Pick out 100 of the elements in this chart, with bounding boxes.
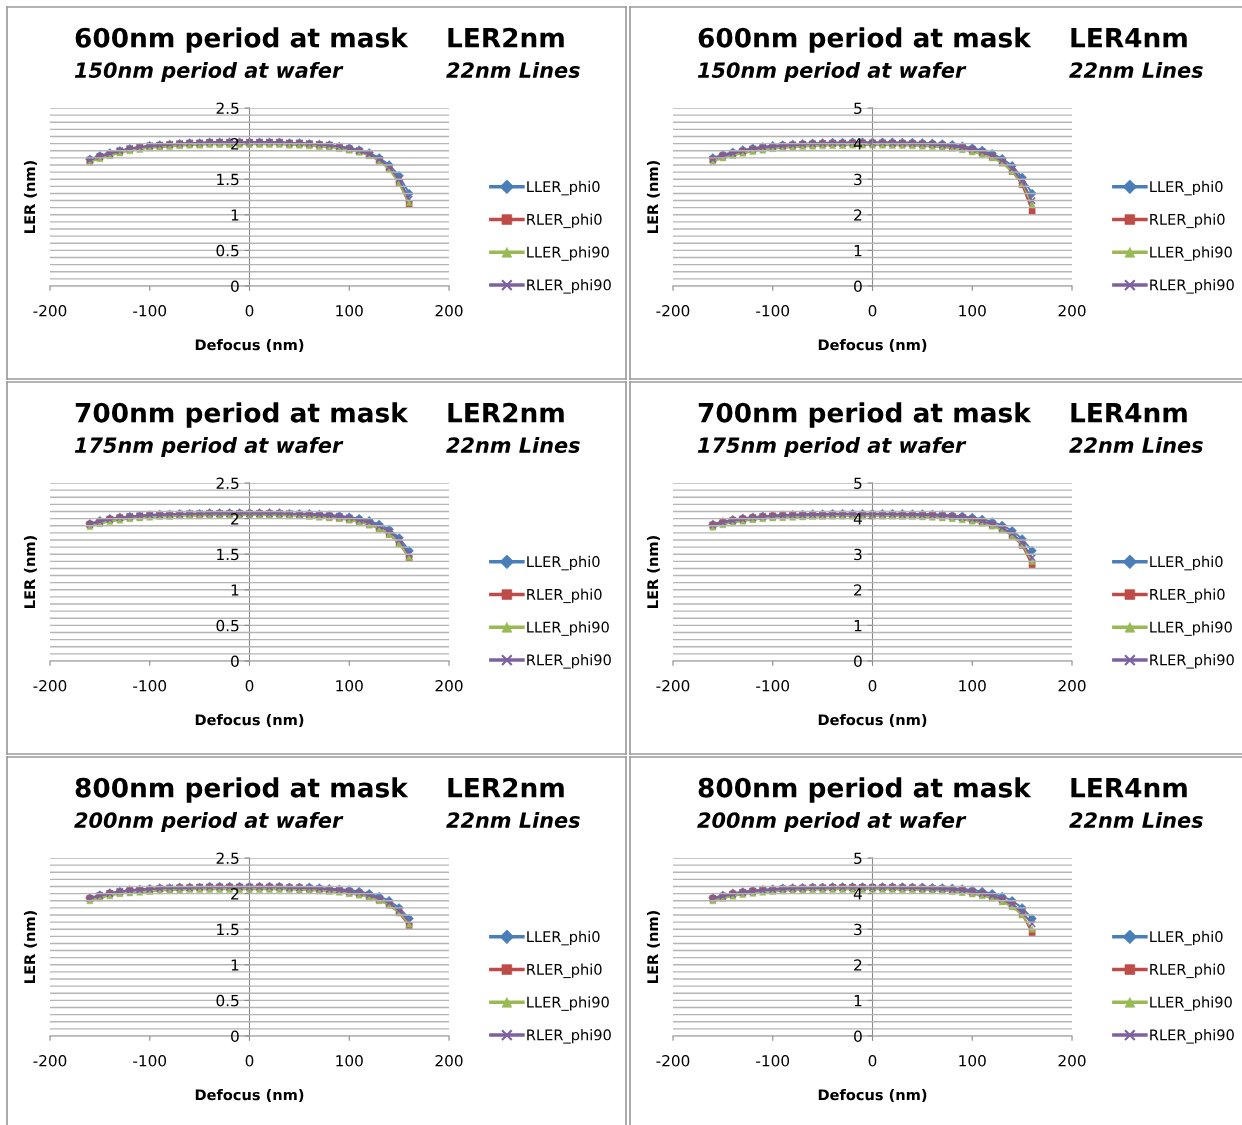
legend-label: RLER_phi0	[1150, 588, 1225, 604]
y-tick-label: 2	[854, 584, 862, 596]
x-tick-label: -100	[133, 1055, 167, 1067]
y-tick-label: 3	[854, 548, 862, 561]
legend-label: LLER_phi90	[527, 621, 609, 636]
x-axis-title: Defocus (nm)	[818, 338, 927, 352]
text: LER2nm	[448, 27, 564, 48]
legend-label: LLER_phi0	[527, 930, 600, 946]
y-tick-label: 0.5	[216, 619, 239, 632]
chart-subtitle: 200nm period at wafer	[74, 811, 344, 833]
y-tick-label: 1	[231, 209, 239, 221]
y-tick-label: 4	[853, 513, 862, 525]
x-axis-title: Defocus (nm)	[195, 338, 304, 352]
x-tick-label: 0	[868, 680, 877, 692]
y-tick-label: 1.5	[217, 173, 239, 186]
x-tick-label: 200	[1058, 305, 1086, 317]
x-tick-label: 0	[868, 1055, 877, 1067]
legend-label: RLER_phi90	[527, 654, 611, 669]
legend-label: RLER_phi90	[527, 1029, 611, 1044]
chart-title: 600nm period at mask	[698, 27, 1032, 53]
y-axis-title: LER (nm)	[23, 536, 37, 608]
x-tick-label: 0	[245, 1055, 254, 1067]
legend-label: LLER_phi0	[1150, 180, 1223, 196]
chart-title: 700nm period at mask	[75, 402, 409, 428]
x-tick-label: 0	[245, 680, 254, 692]
x-tick-label: -200	[656, 680, 690, 692]
y-tick-label: 5	[854, 477, 862, 490]
y-tick-label: 2	[854, 959, 862, 971]
x-tick-label: -200	[33, 680, 67, 692]
legend-label: LLER_phi90	[1150, 621, 1232, 636]
x-tick-label: -200	[33, 1055, 67, 1067]
text: LER4nm	[1071, 778, 1187, 798]
y-tick-label: 2.5	[216, 477, 239, 490]
x-tick-label: -100	[756, 305, 790, 317]
y-tick-label: 0	[854, 655, 862, 668]
x-tick-label: 100	[959, 1055, 986, 1067]
text: 22nm Lines	[446, 436, 580, 454]
text: LER2nm	[448, 777, 564, 798]
y-tick-label: 2	[854, 209, 862, 221]
y-axis-title: LER (nm)	[23, 911, 37, 983]
y-tick-label: 0.5	[216, 994, 239, 1007]
legend-label: LLER_phi90	[1150, 246, 1232, 261]
text: 22nm Lines	[1069, 61, 1203, 79]
y-tick-label: 2	[231, 138, 239, 150]
legend-label: RLER_phi90	[1150, 654, 1234, 669]
x-tick-label: 200	[435, 1055, 463, 1067]
x-axis-title: Defocus (nm)	[818, 713, 927, 727]
y-tick-label: 0	[231, 1030, 239, 1043]
legend-label: LLER_phi90	[1150, 996, 1232, 1011]
y-tick-label: 1	[231, 584, 239, 596]
x-tick-label: 200	[435, 305, 463, 317]
y-tick-label: 2.5	[216, 102, 239, 115]
text: 22nm Lines	[1069, 811, 1203, 829]
x-tick-label: 200	[435, 680, 463, 692]
legend-label: RLER_phi0	[527, 588, 602, 604]
chart-title: 600nm period at mask	[75, 27, 409, 53]
x-tick-label: 0	[868, 305, 877, 317]
y-tick-label: 4	[853, 138, 862, 150]
legend-label: RLER_phi0	[1150, 963, 1225, 979]
legend-label: RLER_phi0	[527, 963, 602, 979]
legend-label: LLER_phi0	[527, 180, 600, 196]
legend-label: RLER_phi0	[1150, 213, 1225, 229]
x-tick-label: -200	[656, 1055, 690, 1067]
y-tick-label: 0	[854, 1030, 862, 1043]
y-tick-label: 1	[854, 995, 862, 1007]
chart-title: 800nm period at mask	[75, 777, 409, 803]
chart-title: 700nm period at mask	[698, 402, 1032, 428]
x-tick-label: 100	[959, 680, 986, 692]
y-tick-label: 2.5	[216, 852, 239, 865]
text: LER4nm	[1071, 403, 1187, 423]
legend-label: RLER_phi0	[527, 213, 602, 229]
y-tick-label: 0	[854, 280, 862, 293]
chart-subtitle: 175nm period at wafer	[74, 436, 344, 458]
legend-label: LLER_phi90	[527, 996, 609, 1011]
y-tick-label: 3	[854, 173, 862, 186]
y-tick-label: 0	[231, 280, 239, 293]
chart-title: 800nm period at mask	[698, 777, 1032, 803]
y-axis-title: LER (nm)	[646, 911, 660, 983]
legend-label: LLER_phi0	[1150, 930, 1223, 946]
text: 22nm Lines	[446, 61, 580, 79]
y-axis-title: LER (nm)	[646, 536, 660, 608]
legend-label: RLER_phi90	[1150, 279, 1234, 294]
x-tick-label: 200	[1058, 680, 1086, 692]
y-tick-label: 2	[231, 888, 239, 900]
y-axis-title: LER (nm)	[23, 161, 37, 233]
text: 22nm Lines	[446, 811, 580, 829]
y-tick-label: 1	[854, 620, 862, 632]
x-tick-label: -100	[133, 305, 167, 317]
x-tick-label: -200	[656, 305, 690, 317]
x-tick-label: 0	[245, 305, 254, 317]
x-tick-label: 100	[336, 680, 363, 692]
y-tick-label: 1	[854, 245, 862, 257]
legend-label: RLER_phi90	[1150, 1029, 1234, 1044]
y-tick-label: 1	[231, 959, 239, 971]
chart-subtitle: 150nm period at wafer	[697, 61, 967, 83]
y-tick-label: 0	[231, 655, 239, 668]
y-tick-label: 4	[853, 888, 862, 900]
chart-subtitle: 175nm period at wafer	[697, 436, 967, 458]
x-tick-label: 100	[959, 305, 986, 317]
y-axis-title: LER (nm)	[646, 161, 660, 233]
